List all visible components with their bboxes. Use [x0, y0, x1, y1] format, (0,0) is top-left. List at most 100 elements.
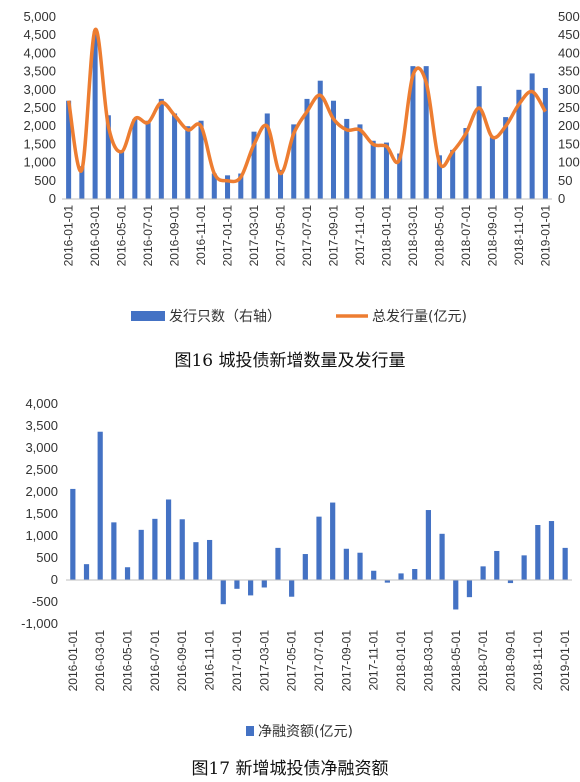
bar-net-financing — [466, 580, 473, 598]
bar-net-financing — [261, 580, 267, 588]
x-tick-label: 2017-07-01 — [312, 630, 326, 692]
y-right-tick-label: 150 — [558, 136, 580, 151]
bar-issuance-count — [410, 66, 416, 199]
bar-net-financing — [152, 518, 158, 580]
y-left-tick-label: 3,000 — [23, 82, 56, 97]
legend-bar-label: 净融资额(亿元) — [258, 724, 353, 740]
bar-net-financing — [562, 547, 568, 580]
bar-net-financing — [343, 548, 349, 580]
x-tick-label: 2017-01-01 — [230, 630, 244, 692]
bar-net-financing — [425, 510, 432, 580]
bar-issuance-count — [344, 118, 350, 199]
y-tick-label: 3,000 — [25, 440, 58, 455]
y-left-tick-label: 4,000 — [23, 45, 56, 60]
x-tick-label: 2016-07-01 — [141, 205, 155, 267]
bar-net-financing — [220, 580, 226, 605]
bar-net-financing — [480, 566, 486, 580]
legend-bar-swatch — [246, 726, 254, 736]
y-left-tick-label: 4,500 — [23, 27, 56, 42]
legend-bar-label: 发行只数（右轴） — [169, 309, 281, 325]
y-tick-label: -1,000 — [21, 616, 58, 631]
y-tick-label: 2,000 — [25, 484, 58, 499]
x-tick-label: 2017-05-01 — [274, 205, 288, 267]
y-left-tick-label: 1,500 — [23, 136, 56, 151]
bar-net-financing — [179, 519, 185, 580]
bar-issuance-count — [198, 120, 204, 199]
line-total-issuance — [66, 27, 547, 184]
bar-issuance-count — [119, 151, 125, 199]
x-tick-label: 2019-01-01 — [558, 630, 572, 692]
bar-net-financing — [412, 569, 418, 580]
y-right-tick-label: 400 — [558, 45, 580, 60]
bar-issuance-count — [105, 115, 111, 199]
bar-net-financing — [371, 570, 377, 580]
x-tick-label: 2018-05-01 — [449, 630, 463, 692]
x-tick-label: 2019-01-01 — [538, 205, 552, 267]
bar-net-financing — [494, 550, 500, 580]
bar-issuance-count — [251, 131, 257, 199]
x-tick-label: 2018-11-01 — [512, 205, 526, 266]
x-tick-label: 2016-01-01 — [66, 630, 80, 692]
x-tick-label: 2017-03-01 — [247, 205, 261, 267]
bar-net-financing — [548, 521, 555, 580]
bar-issuance-count — [317, 80, 323, 199]
y-tick-label: 0 — [51, 572, 58, 587]
watermark-text: 搜狐号@卓远咨询 — [420, 749, 572, 771]
bar-issuance-count — [357, 124, 363, 199]
legend-bar-swatch — [131, 311, 165, 321]
bar-issuance-count — [529, 73, 535, 199]
bar-net-financing — [206, 539, 213, 580]
bar-issuance-count — [92, 31, 98, 200]
x-tick-label: 2017-11-01 — [353, 205, 367, 266]
x-tick-label: 2018-01-01 — [394, 630, 408, 692]
bar-issuance-count — [516, 89, 522, 199]
bar-issuance-count — [264, 113, 270, 199]
bar-issuance-count — [172, 113, 178, 199]
y-tick-label: 1,000 — [25, 528, 58, 543]
bar-issuance-count — [463, 128, 469, 199]
x-tick-label: 2018-03-01 — [421, 630, 435, 692]
x-tick-label: 2016-05-01 — [115, 205, 129, 267]
x-tick-label: 2018-07-01 — [459, 205, 473, 267]
y-left-tick-label: 500 — [34, 173, 56, 188]
y-right-tick-label: 250 — [558, 100, 580, 115]
bar-net-financing — [384, 580, 390, 583]
x-tick-label: 2018-09-01 — [503, 630, 517, 692]
bar-net-financing — [453, 580, 459, 610]
bar-net-financing — [124, 567, 131, 580]
y-tick-label: 2,500 — [25, 462, 58, 477]
x-tick-label: 2016-01-01 — [62, 205, 76, 267]
bar-net-financing — [439, 533, 445, 580]
bar-issuance-count — [383, 142, 389, 199]
bar-net-financing — [193, 542, 199, 580]
y-tick-label: 3,500 — [25, 418, 58, 433]
y-right-tick-label: 500 — [558, 9, 580, 24]
bar-net-financing — [535, 525, 541, 580]
y-right-tick-label: 50 — [558, 173, 572, 188]
x-tick-label: 2018-11-01 — [531, 630, 545, 691]
y-tick-label: -500 — [32, 594, 58, 609]
y-left-tick-label: 3,500 — [23, 64, 56, 79]
y-left-tick-label: 5,000 — [23, 9, 56, 24]
x-tick-label: 2018-01-01 — [379, 205, 393, 267]
bar-net-financing — [398, 573, 404, 580]
y-right-tick-label: 350 — [558, 64, 580, 79]
y-left-tick-label: 0 — [49, 191, 56, 206]
x-tick-label: 2017-03-01 — [257, 630, 271, 692]
x-tick-label: 2018-09-01 — [485, 205, 499, 267]
bar-issuance-count — [277, 169, 284, 199]
bar-net-financing — [302, 554, 308, 580]
bar-issuance-count — [503, 117, 509, 199]
bar-issuance-count — [132, 118, 138, 199]
x-tick-label: 2017-01-01 — [221, 205, 235, 267]
bar-issuance-count — [211, 173, 217, 199]
y-tick-label: 500 — [36, 550, 58, 565]
x-tick-label: 2016-07-01 — [148, 630, 162, 692]
y-right-tick-label: 100 — [558, 155, 580, 170]
bar-net-financing — [507, 580, 514, 584]
bar-net-financing — [70, 488, 76, 580]
x-tick-label: 2018-05-01 — [432, 205, 446, 267]
bar-issuance-count — [158, 98, 164, 199]
y-right-tick-label: 200 — [558, 118, 580, 133]
y-tick-label: 1,500 — [25, 506, 58, 521]
